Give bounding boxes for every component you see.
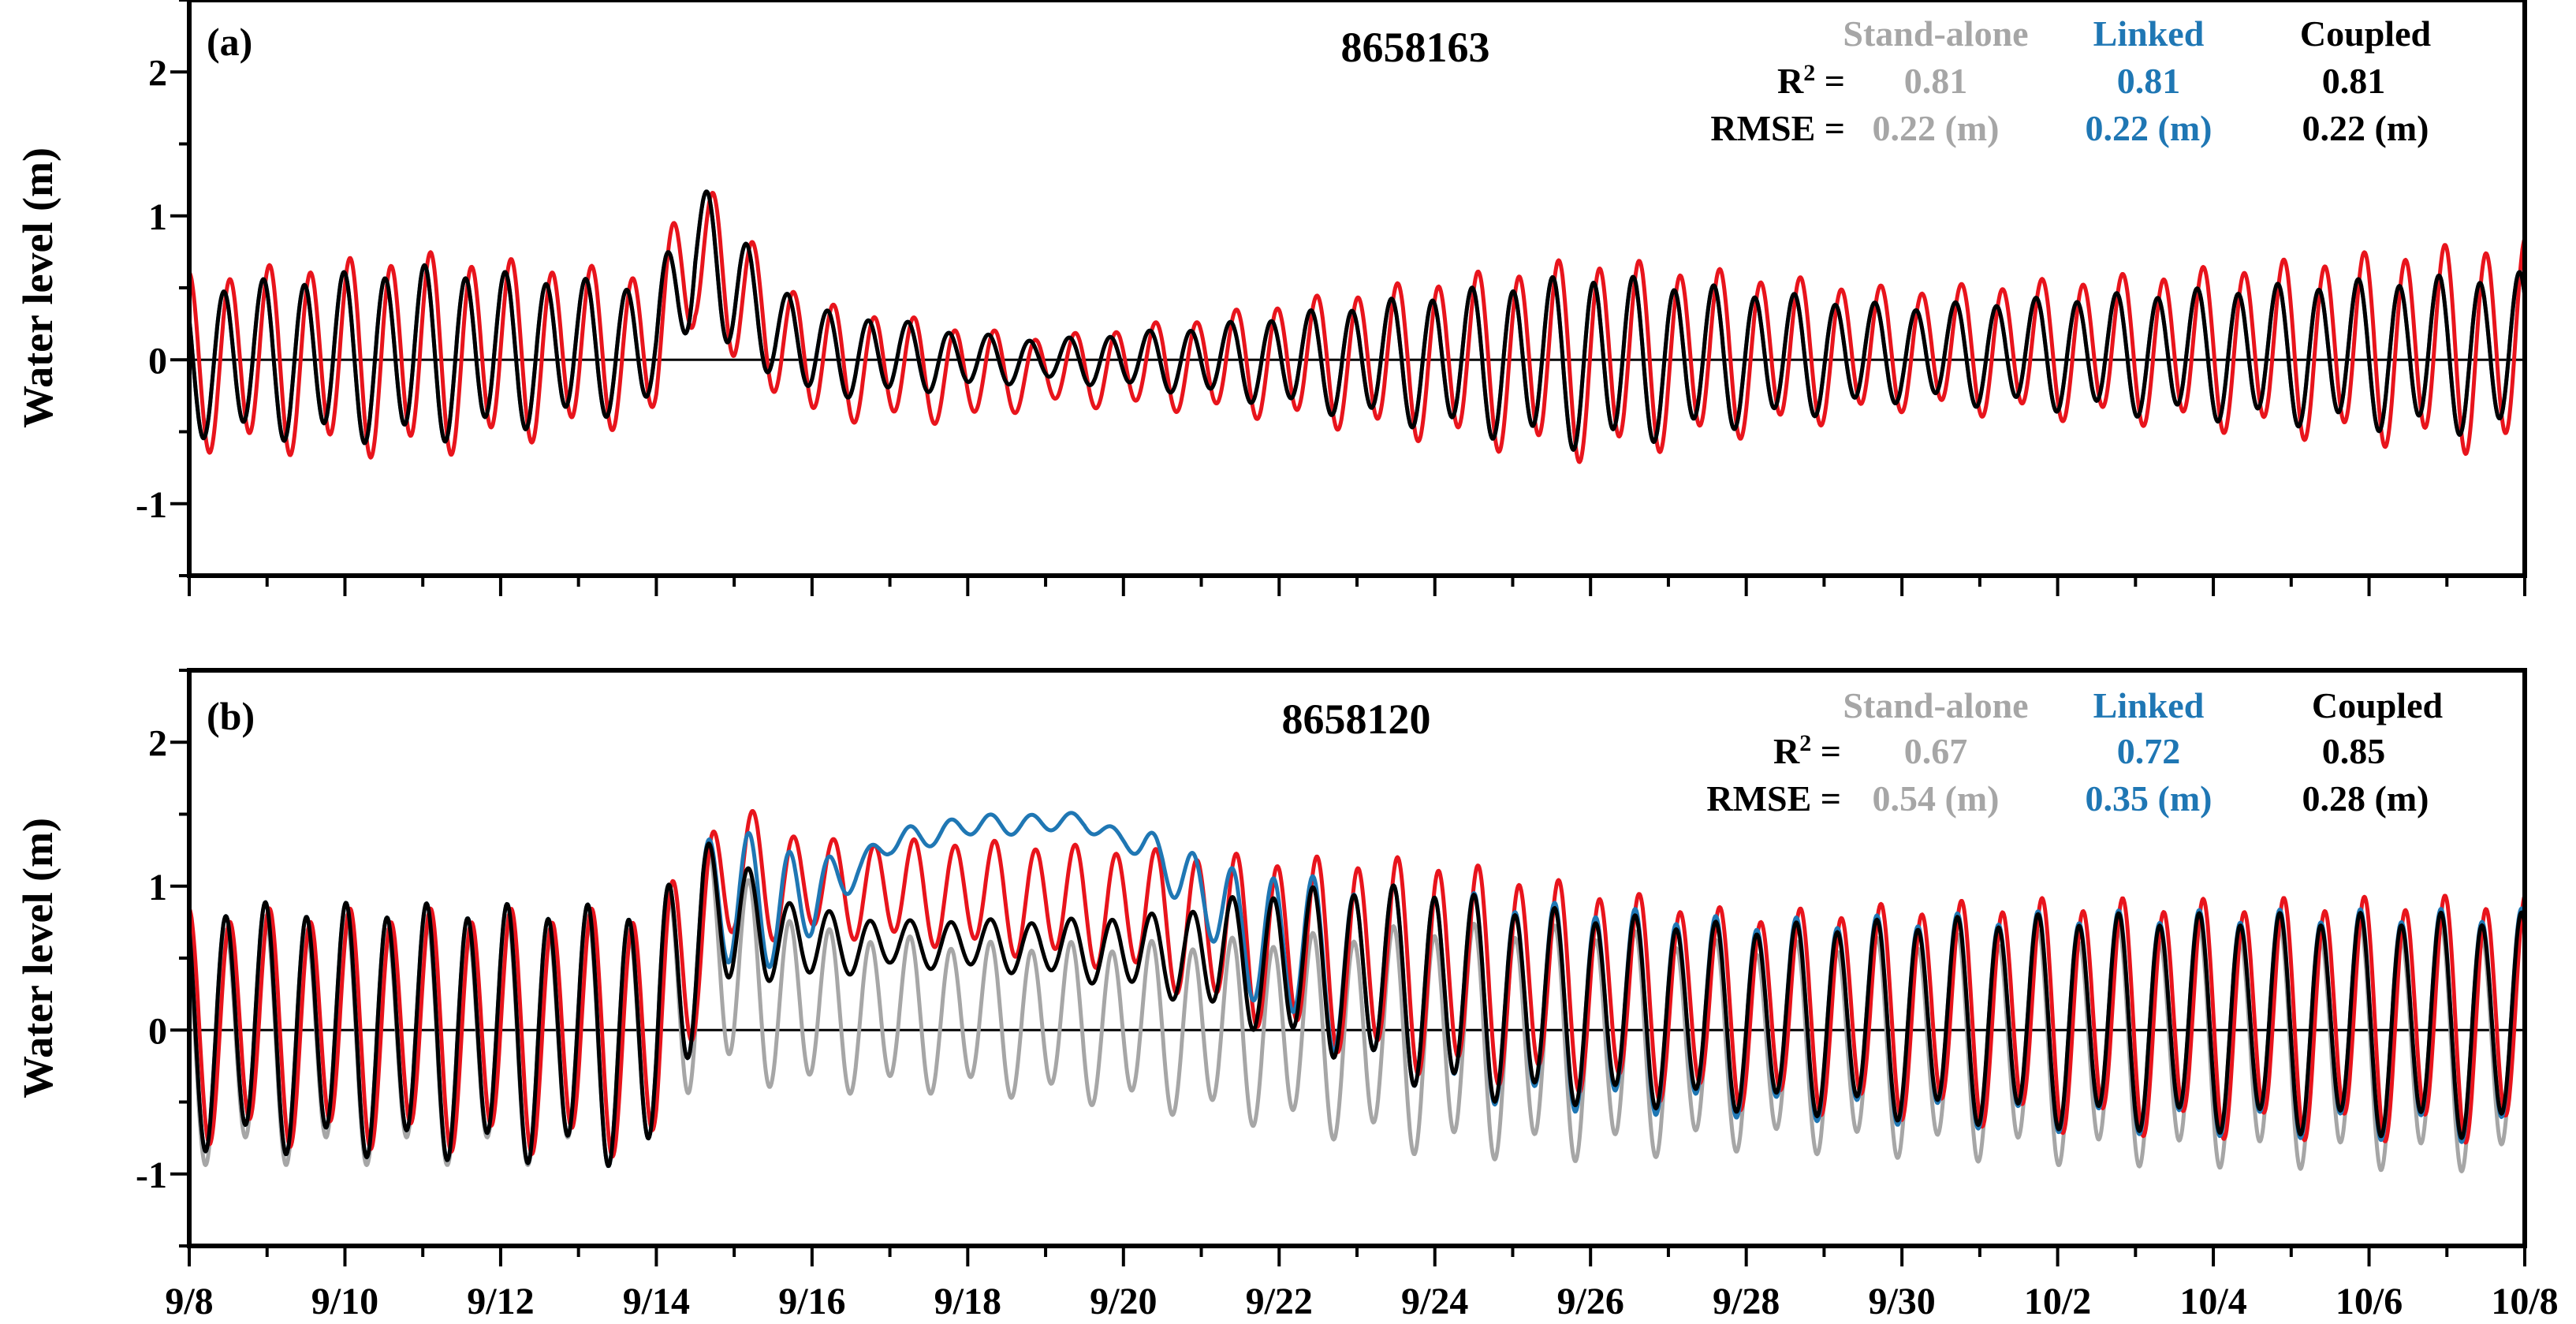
series-line-observed xyxy=(187,809,2527,1159)
y-tick-label: 0 xyxy=(148,340,167,382)
y-tick-label: 1 xyxy=(148,867,167,908)
x-tick-label: 10/6 xyxy=(2336,1281,2403,1322)
series-line-coupled xyxy=(187,841,2527,1169)
stats-label-rmse: RMSE = xyxy=(1706,778,1841,819)
stats-table-b: Stand-alone Linked Coupled R2 = 0.67 0.7… xyxy=(1706,685,2443,819)
stats-header-stand-alone: Stand-alone xyxy=(1843,685,2028,725)
x-tick-label: 9/30 xyxy=(1868,1281,1935,1322)
panel-b: (b) 8658120 Water level (m) -1 0 1 2 9/8… xyxy=(14,668,2559,1322)
x-tick-label: 9/14 xyxy=(623,1281,690,1322)
y-tick-label: 0 xyxy=(148,1010,167,1052)
panel-a: (a) 8658163 Water level (m) -1 0 1 2 Sta… xyxy=(14,0,2527,596)
stats-value-r2-coupled: 0.81 xyxy=(2322,61,2386,101)
x-tick-label: 9/18 xyxy=(934,1281,1001,1322)
x-tick-label: 10/4 xyxy=(2179,1281,2246,1322)
stats-label-r2: R2 = xyxy=(1777,60,1845,102)
stats-table-a: Stand-alone Linked Coupled R2 = 0.81 0.8… xyxy=(1710,13,2431,148)
series-group-b xyxy=(187,809,2527,1173)
x-tick-label: 10/8 xyxy=(2491,1281,2558,1322)
y-axis-label-b: Water level (m) xyxy=(14,818,62,1098)
stats-value-r2-linked: 0.72 xyxy=(2117,731,2181,771)
panel-label-a: (a) xyxy=(207,20,252,64)
station-title-a: 8658163 xyxy=(1341,24,1490,71)
plot-area-a xyxy=(189,0,2525,576)
stats-value-r2-linked: 0.81 xyxy=(2117,61,2181,101)
stats-label-rmse: RMSE = xyxy=(1710,108,1845,148)
stats-value-rmse-coupled: 0.28 (m) xyxy=(2302,778,2429,819)
x-tick-labels: 9/8 9/10 9/12 9/14 9/16 9/18 9/20 9/22 9… xyxy=(165,1281,2558,1322)
stats-label-r2: R2 = xyxy=(1773,730,1841,772)
x-tick-label: 10/2 xyxy=(2024,1281,2091,1322)
stats-header-coupled: Coupled xyxy=(2312,685,2444,725)
x-tick-label: 9/22 xyxy=(1246,1281,1313,1322)
y-axis-label-a: Water level (m) xyxy=(14,147,62,428)
stats-header-stand-alone: Stand-alone xyxy=(1843,13,2028,54)
x-tick-label: 9/10 xyxy=(311,1281,378,1322)
stats-value-rmse-coupled: 0.22 (m) xyxy=(2302,108,2429,148)
panel-label-b: (b) xyxy=(207,694,255,738)
stats-header-linked: Linked xyxy=(2093,685,2205,725)
y-tick-label: -1 xyxy=(136,484,167,526)
x-tick-label: 9/16 xyxy=(778,1281,845,1322)
x-tick-label: 9/20 xyxy=(1090,1281,1157,1322)
y-tick-labels-a: -1 0 1 2 xyxy=(136,52,167,526)
station-title-b: 8658120 xyxy=(1282,696,1431,743)
series-line-coupled xyxy=(187,189,2527,452)
stats-header-coupled: Coupled xyxy=(2300,13,2432,54)
y-tick-label: -1 xyxy=(136,1154,167,1196)
series-line-observed xyxy=(187,191,2527,464)
stats-value-rmse-stand-alone: 0.22 (m) xyxy=(1873,108,2000,148)
y-tick-label: 2 xyxy=(148,722,167,764)
x-tick-label: 9/26 xyxy=(1557,1281,1624,1322)
axes-frame-b xyxy=(187,668,2527,1248)
x-tick-label: 9/8 xyxy=(165,1281,213,1322)
y-tick-label: 2 xyxy=(148,52,167,94)
y-tick-labels-b: -1 0 1 2 xyxy=(136,722,167,1196)
stats-value-rmse-linked: 0.22 (m) xyxy=(2086,108,2213,148)
x-tick-label: 9/12 xyxy=(467,1281,534,1322)
stats-value-rmse-stand-alone: 0.54 (m) xyxy=(1873,778,2000,819)
stats-value-rmse-linked: 0.35 (m) xyxy=(2086,778,2213,819)
axes-frame-a xyxy=(187,0,2527,578)
series-group-a xyxy=(187,189,2527,464)
stats-value-r2-stand-alone: 0.67 xyxy=(1904,731,1968,771)
x-tick-label: 9/28 xyxy=(1713,1281,1780,1322)
x-tick-label: 9/24 xyxy=(1401,1281,1468,1322)
y-tick-label: 1 xyxy=(148,196,167,238)
stats-value-r2-coupled: 0.85 xyxy=(2322,731,2386,771)
stats-value-r2-stand-alone: 0.81 xyxy=(1904,61,1968,101)
stats-header-linked: Linked xyxy=(2093,13,2205,54)
